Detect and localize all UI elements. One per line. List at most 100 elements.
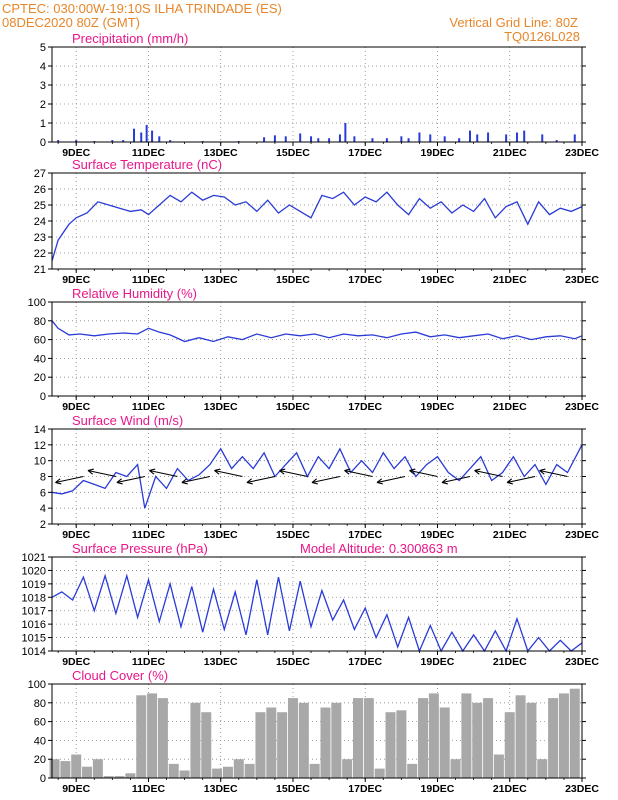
precip-bar bbox=[476, 134, 479, 142]
cloud-bar bbox=[201, 712, 212, 778]
vertical-grid-note: Vertical Grid Line: 80Z bbox=[449, 15, 578, 30]
y-tick-label: 1014 bbox=[22, 646, 46, 658]
x-tick-label: 21DEC bbox=[493, 274, 527, 286]
precip-bar bbox=[133, 128, 136, 142]
cloud-bar bbox=[277, 712, 288, 778]
x-tick-label: 15DEC bbox=[276, 274, 310, 286]
wind-vector bbox=[181, 475, 210, 485]
y-tick-label: 1019 bbox=[22, 579, 46, 591]
y-tick-label: 25 bbox=[34, 200, 46, 212]
precip-bar bbox=[407, 138, 410, 142]
panel-title: Precipitation (mm/h) bbox=[72, 31, 188, 46]
precip-bar bbox=[122, 140, 125, 142]
y-tick-label: 3 bbox=[40, 80, 46, 92]
x-tick-label: 11DEC bbox=[132, 401, 166, 413]
x-tick-label: 9DEC bbox=[62, 274, 90, 286]
x-tick-label: 9DEC bbox=[62, 656, 90, 668]
cloud-bar bbox=[558, 693, 569, 778]
y-tick-label: 60 bbox=[34, 335, 46, 347]
precip-bar bbox=[273, 135, 276, 142]
y-tick-label: 80 bbox=[34, 698, 46, 710]
cloud-bar bbox=[407, 763, 418, 778]
precip-bar bbox=[317, 138, 320, 142]
x-tick-label: 11DEC bbox=[132, 274, 166, 286]
cloud-bar bbox=[255, 712, 266, 778]
cloud-bar bbox=[266, 707, 277, 778]
panel-title: Cloud Cover (%) bbox=[72, 668, 168, 683]
panel-title: Relative Humidity (%) bbox=[72, 286, 197, 301]
x-tick-label: 23DEC bbox=[565, 529, 599, 541]
y-tick-label: 1016 bbox=[22, 619, 46, 631]
x-tick-label: 21DEC bbox=[493, 783, 527, 795]
cloud-bar bbox=[569, 688, 580, 778]
cloud-bar bbox=[190, 702, 201, 778]
x-tick-label: 19DEC bbox=[421, 529, 455, 541]
cloud-bar bbox=[428, 693, 439, 778]
precip-bar bbox=[418, 132, 421, 142]
y-tick-label: 4 bbox=[40, 61, 46, 73]
cloud-bar bbox=[179, 770, 190, 778]
x-tick-label: 23DEC bbox=[565, 401, 599, 413]
cloud-bar bbox=[418, 698, 429, 778]
x-tick-label: 19DEC bbox=[421, 147, 455, 159]
cloud-bar bbox=[353, 698, 364, 778]
x-tick-label: 13DEC bbox=[204, 656, 238, 668]
cloud-bar bbox=[298, 702, 309, 778]
y-tick-label: 100 bbox=[28, 679, 46, 691]
y-tick-label: 6 bbox=[40, 487, 46, 499]
panel-frame bbox=[51, 46, 583, 143]
panel-frame bbox=[51, 556, 583, 652]
y-tick-label: 22 bbox=[34, 248, 46, 260]
cloud-bar bbox=[374, 768, 385, 778]
cloud-bar bbox=[71, 754, 82, 778]
cloud-bar bbox=[244, 763, 255, 778]
y-tick-label: 40 bbox=[34, 353, 46, 365]
x-tick-label: 15DEC bbox=[276, 656, 310, 668]
panel-frame bbox=[51, 301, 583, 397]
wind-vector bbox=[409, 468, 438, 478]
x-tick-label: 9DEC bbox=[62, 147, 90, 159]
precip-bar bbox=[353, 136, 356, 142]
wind-vector bbox=[376, 475, 406, 485]
y-tick-label: 1017 bbox=[22, 606, 46, 618]
x-tick-label: 21DEC bbox=[493, 401, 527, 413]
cloud-bar bbox=[396, 710, 407, 778]
y-tick-label: 10 bbox=[34, 456, 46, 468]
y-tick-label: 14 bbox=[34, 424, 46, 436]
precip-bar bbox=[344, 123, 347, 142]
wind-vector bbox=[311, 475, 341, 485]
cloud-bar bbox=[385, 712, 396, 778]
x-tick-label: 21DEC bbox=[493, 147, 527, 159]
y-tick-label: 24 bbox=[34, 216, 46, 228]
y-tick-label: 26 bbox=[34, 184, 46, 196]
precip-bar bbox=[573, 134, 576, 142]
cloud-bar bbox=[212, 768, 223, 778]
y-tick-label: 0 bbox=[40, 137, 46, 149]
cloud-bar bbox=[125, 773, 136, 778]
x-tick-label: 23DEC bbox=[565, 147, 599, 159]
cloud-bar bbox=[60, 761, 71, 778]
panel-title: Surface Wind (m/s) bbox=[72, 413, 183, 428]
cloud-bar bbox=[439, 707, 450, 778]
x-tick-label: 11DEC bbox=[132, 783, 166, 795]
precip-bar bbox=[400, 136, 403, 142]
cloud-bar bbox=[515, 695, 526, 778]
cloud-bar bbox=[493, 754, 504, 778]
cloud-bar bbox=[114, 776, 125, 778]
precip-bar bbox=[284, 136, 287, 142]
cloud-bar bbox=[222, 766, 233, 778]
cloud-bar bbox=[526, 702, 537, 778]
y-tick-label: 2 bbox=[40, 99, 46, 111]
precip-bar bbox=[555, 140, 558, 142]
wind-vector bbox=[344, 468, 373, 478]
wind-vector bbox=[246, 475, 276, 485]
y-tick-label: 0 bbox=[40, 773, 46, 785]
precip-bar bbox=[111, 140, 114, 142]
wind-vector bbox=[149, 468, 178, 478]
cloud-bar bbox=[168, 763, 179, 778]
y-tick-label: 4 bbox=[40, 503, 46, 515]
precip-bar bbox=[541, 134, 544, 142]
precip-bar bbox=[151, 130, 154, 142]
x-tick-label: 13DEC bbox=[204, 529, 238, 541]
